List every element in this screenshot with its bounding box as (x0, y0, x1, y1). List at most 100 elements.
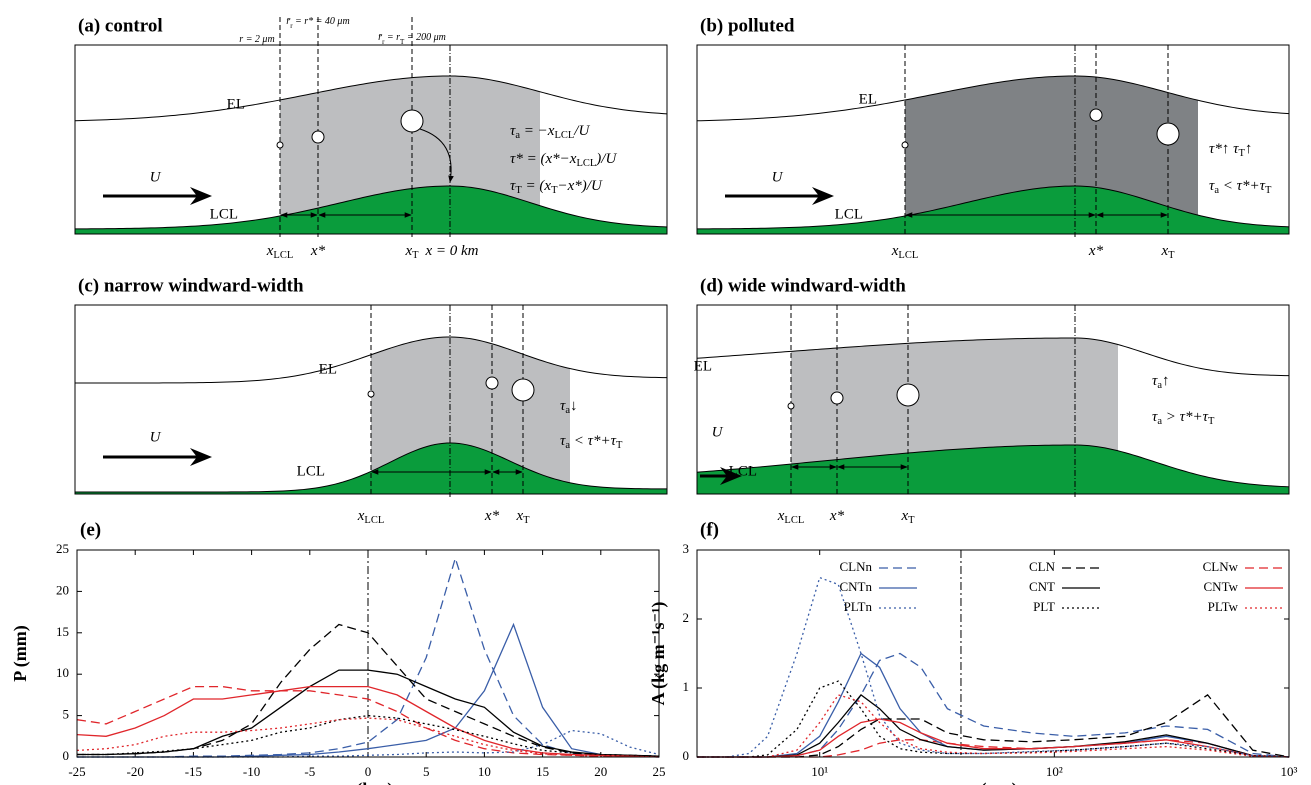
y-axis-title: P (mm) (10, 625, 31, 681)
text-part: −x*)/U (558, 178, 603, 194)
el-label: EL (859, 91, 877, 107)
series-line (76, 717, 660, 758)
mountain (74, 185, 668, 235)
y-tick-label: 2 (683, 610, 690, 625)
y-tick-label: 25 (56, 541, 69, 556)
x-tick-label: -15 (185, 764, 202, 779)
radius-label: r̄r = rT = 200 μm (378, 32, 446, 45)
x-tick-label: -25 (68, 764, 85, 779)
lcl-label: LCL (297, 463, 325, 479)
text-part: x (515, 508, 523, 524)
text-part: τ (560, 433, 566, 449)
el-curve (696, 337, 1290, 377)
x-tick-label: 20 (594, 764, 607, 779)
y-tick-label: 3 (683, 541, 690, 556)
text-part: T (412, 250, 419, 261)
text-part: x = 0 km (424, 243, 478, 259)
text-part: x* (484, 508, 500, 524)
position-label: xLCL (266, 243, 294, 261)
wind-label: U (150, 429, 162, 445)
plot-frame (76, 549, 660, 758)
text-part: r (290, 22, 293, 30)
text-part: τ (1152, 373, 1158, 389)
wind-label: U (712, 424, 724, 440)
droplet (896, 383, 920, 407)
x-tick-label: 25 (653, 764, 666, 779)
text-part: > τ*+τ (1162, 409, 1209, 425)
x-tick-label: 10³ (1281, 764, 1298, 779)
text-part: τ (510, 123, 516, 139)
text-part: T (1239, 148, 1246, 159)
cloud-shading (791, 338, 1118, 465)
text-part: T (616, 440, 623, 451)
text-part: τ*↑ τ (1209, 141, 1239, 157)
time-note: τ*↑ τT↑ (1209, 141, 1252, 159)
text-part: a (1157, 416, 1162, 427)
text-part: T (551, 185, 558, 196)
position-label: x* (829, 508, 845, 524)
position-label: xT (404, 243, 419, 261)
panel-title: (a) control (78, 15, 163, 36)
wind-arrowhead (812, 187, 834, 205)
series-line (697, 694, 1290, 758)
x-tick-label: -5 (304, 764, 315, 779)
x-tick-label: 10 (478, 764, 491, 779)
text-part: x* (310, 243, 326, 259)
text-part: x (1160, 243, 1168, 259)
text-part: T (1208, 416, 1215, 427)
position-label: xLCL (357, 508, 385, 526)
cloud-shading (371, 337, 570, 483)
text-part: < τ*+τ (1219, 178, 1266, 194)
text-part: x (777, 508, 785, 524)
y-tick-label: 1 (683, 679, 690, 694)
time-note: τa < τ*+τT (1209, 178, 1272, 196)
text-part: τ (510, 178, 516, 194)
droplet (787, 402, 795, 410)
legend-label: PLT (1033, 599, 1055, 614)
chart-title: (f) (700, 519, 719, 540)
chart: 10¹ 10² 10³ 0 1 2 3 CLNn CLN CLNw CNTn CNT CNTw PLTn P… (648, 519, 1297, 785)
text-part: LCL (898, 250, 918, 261)
panel-title: (c) narrow windward-width (78, 275, 304, 296)
legend-label: CNTw (1204, 579, 1239, 594)
position-label: xT (515, 508, 530, 526)
text-part: = r (384, 32, 400, 43)
text-part: r = 2 μm (239, 34, 274, 45)
droplet (276, 141, 284, 149)
text-part: a (1157, 380, 1162, 391)
text-part: a (515, 130, 520, 141)
time-note: τa = −xLCL/U (510, 123, 590, 141)
time-note: τa > τ*+τT (1152, 409, 1215, 427)
lcl-label: LCL (210, 206, 238, 222)
el-label: EL (319, 361, 337, 377)
panel-frame (74, 44, 668, 235)
cloud-shading (280, 76, 540, 216)
text-part: a (565, 405, 570, 416)
legend-label: CNTn (840, 579, 873, 594)
text-part: /U (573, 123, 590, 139)
panel-title: (b) polluted (700, 15, 795, 36)
position-label: x* (310, 243, 326, 259)
legend-label: CLNn (840, 559, 873, 574)
text-part: r (382, 38, 385, 46)
wind-label: U (150, 169, 162, 185)
text-part: = r* = 40 μm (293, 16, 350, 27)
text-part: r̄ (378, 32, 383, 43)
el-curve (74, 75, 668, 122)
text-part: = 200 μm (404, 32, 446, 43)
droplet (485, 376, 499, 390)
panel-title: (d) wide windward-width (700, 275, 906, 296)
position-label: x = 0 km (424, 243, 478, 259)
mountain (696, 185, 1290, 235)
text-part: x (891, 243, 899, 259)
plot-frame (696, 549, 1290, 758)
text-part: τ (1152, 409, 1158, 425)
text-part: T (523, 515, 530, 526)
text-part: x* (1088, 243, 1104, 259)
time-note: τa↓ (560, 398, 578, 416)
el-label: EL (694, 358, 712, 374)
y-tick-label: 15 (56, 624, 69, 639)
x-tick-label: 5 (423, 764, 430, 779)
